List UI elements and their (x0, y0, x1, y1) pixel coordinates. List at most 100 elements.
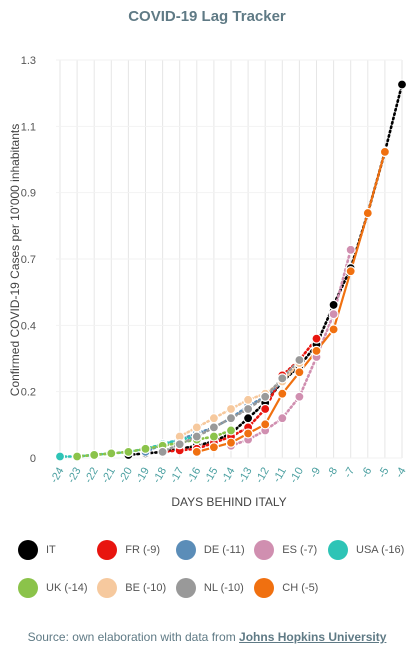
data-point (54, 451, 66, 462)
legend-item[interactable]: ES (-7) (254, 540, 322, 560)
x-tick-label: -18 (151, 466, 169, 486)
legend-swatch (97, 540, 118, 560)
data-point (277, 413, 288, 424)
legend-label: USA (-16) (356, 544, 405, 556)
y-axis-ticks: 0 0.2 0.4 0.7 0.9 1.1 1.3 (21, 55, 402, 465)
x-tick-label: -16 (185, 466, 203, 486)
x-tick-label: -13 (236, 466, 254, 486)
x-tick-label: -5 (376, 466, 391, 480)
data-point (225, 437, 237, 448)
x-tick-label: -17 (168, 466, 186, 486)
legend-swatch (254, 578, 275, 598)
legend-swatch (175, 540, 196, 560)
x-tick-label: -20 (117, 466, 135, 486)
x-tick-label: -23 (65, 466, 83, 486)
legend-label: FR (-9) (125, 544, 161, 556)
y-tick-label: 0.2 (21, 387, 36, 399)
legend-label: BE (-10) (125, 582, 167, 594)
data-point (277, 373, 288, 384)
data-point (260, 391, 271, 402)
legend-swatch (328, 540, 349, 560)
data-point (208, 442, 219, 453)
data-point (243, 403, 254, 415)
data-point (208, 413, 219, 424)
legend-item[interactable]: DE (-11) (175, 540, 248, 560)
x-tick-label: -11 (271, 466, 289, 485)
legend-item[interactable]: FR (-9) (97, 540, 170, 560)
series-line-1 (161, 337, 318, 454)
y-tick-label: 0.9 (21, 188, 36, 200)
data-point (225, 403, 237, 415)
data-point (243, 413, 254, 424)
data-point (311, 345, 322, 356)
legend-label: DE (-11) (203, 544, 245, 556)
data-point (328, 309, 339, 320)
line-chart: 00.20.40.70.91.11.3 -24-23-22-21-20-19-1… (8, 55, 409, 509)
y-tick-label: 0 (30, 453, 36, 465)
legend-label: IT (46, 544, 56, 556)
legend-swatch (254, 540, 275, 560)
legend-swatch (18, 540, 38, 560)
data-point (71, 451, 83, 462)
data-point (208, 422, 219, 433)
data-point (191, 422, 202, 433)
data-point (294, 354, 305, 366)
data-point (294, 367, 305, 378)
data-point (379, 146, 390, 157)
data-point (157, 446, 168, 457)
data-point (328, 299, 339, 311)
legend-item[interactable]: IT (18, 540, 91, 560)
data-point (106, 448, 117, 459)
legend-label: NL (-10) (203, 582, 244, 594)
y-tick-label: 1.3 (21, 55, 36, 67)
y-axis-label: Confirmed COVID-19 Cases per 10'000 inha… (8, 124, 22, 396)
data-point (260, 419, 271, 430)
legend-item[interactable]: UK (-14) (18, 578, 91, 598)
data-point (311, 333, 322, 344)
data-point (243, 394, 254, 405)
data-point (191, 431, 202, 442)
legend-label: CH (-5) (282, 582, 319, 594)
series-line-5 (75, 429, 233, 458)
data-point (277, 388, 288, 399)
data-point (140, 443, 151, 454)
legend-item[interactable]: BE (-10) (97, 578, 170, 598)
data-point (191, 446, 202, 457)
x-tick-label: -6 (359, 466, 374, 480)
x-tick-label: -4 (393, 466, 408, 480)
legend: IT FR (-9) DE (-11) ES (-7) USA (-16) UK (-14… (18, 540, 408, 598)
x-tick-label: -21 (100, 466, 118, 486)
x-tick-label: -22 (82, 466, 100, 486)
source-text: Source: own elaboration with data from (27, 630, 240, 644)
legend-label: UK (-14) (46, 582, 88, 594)
x-tick-label: -15 (202, 466, 220, 486)
data-point (174, 439, 185, 450)
data-point (225, 413, 237, 424)
x-tick-label: -12 (253, 466, 271, 486)
y-tick-label: 0.7 (21, 254, 36, 266)
x-tick-label: -14 (219, 466, 237, 486)
chart-title: COVID-19 Lag Tracker (128, 8, 286, 25)
source-note: Source: own elaboration with data from J… (0, 630, 414, 644)
x-tick-label: -8 (325, 466, 340, 480)
x-axis-label: DAYS BEHIND ITALY (171, 495, 286, 509)
x-tick-label: -24 (48, 466, 66, 486)
legend-label: ES (-7) (282, 544, 318, 556)
series-points (54, 79, 408, 462)
data-point (345, 266, 356, 277)
legend-swatch (18, 578, 38, 598)
data-point (123, 446, 134, 457)
x-tick-label: -10 (288, 466, 306, 486)
data-point (328, 324, 339, 335)
x-tick-label: -9 (308, 466, 323, 480)
x-axis-ticks: -24-23-22-21-20-19-18-17-16-15-14-13-12-… (48, 466, 408, 486)
legend-item[interactable]: CH (-5) (254, 578, 322, 598)
data-point (89, 449, 100, 461)
x-tick-label: -7 (342, 466, 357, 480)
data-point (243, 428, 254, 439)
data-point (362, 207, 373, 219)
legend-item[interactable]: NL (-10) (175, 578, 248, 598)
data-point (225, 425, 237, 436)
legend-item[interactable]: USA (-16) (328, 540, 408, 560)
source-link[interactable]: Johns Hopkins University (239, 630, 387, 644)
